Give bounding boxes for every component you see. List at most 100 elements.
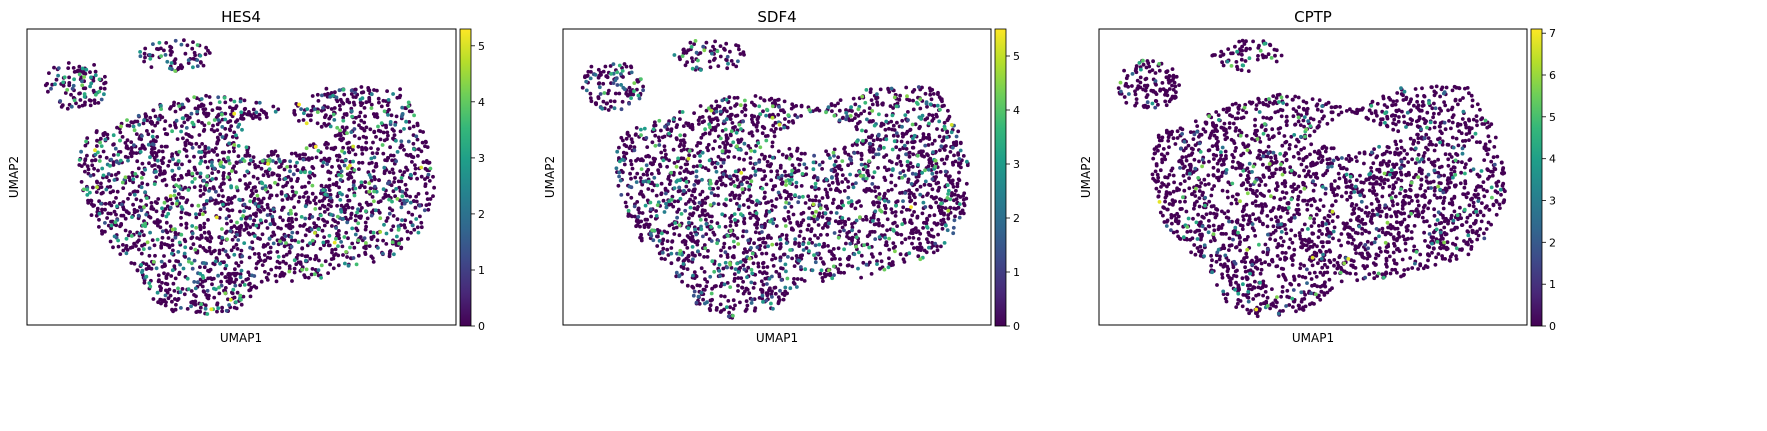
scatter-point — [190, 203, 194, 208]
scatter-point — [100, 207, 104, 212]
scatter-point — [606, 108, 611, 112]
scatter-point — [421, 160, 426, 165]
scatter-point — [609, 104, 613, 109]
scatter-point — [407, 126, 412, 131]
scatter-point — [220, 235, 225, 240]
scatter-point — [584, 88, 589, 93]
panel-title: SDF4 — [757, 8, 796, 26]
scatter-point — [926, 153, 930, 158]
scatter-point — [97, 225, 101, 229]
scatter-point — [935, 244, 939, 249]
scatter-point — [111, 163, 116, 167]
scatter-point — [165, 230, 170, 235]
scatter-point — [741, 190, 745, 195]
scatter-point — [308, 118, 313, 123]
scatter-point — [229, 248, 234, 253]
scatter-point — [364, 209, 368, 214]
scatter-point — [213, 259, 218, 264]
scatter-point — [282, 159, 287, 163]
scatter-point — [134, 197, 139, 202]
scatter-point — [715, 179, 719, 184]
scatter-point — [301, 224, 306, 228]
scatter-point — [237, 225, 242, 229]
scatter-point — [235, 271, 240, 276]
scatter-point — [783, 262, 788, 267]
scatter-point — [945, 135, 949, 140]
scatter-point — [212, 295, 217, 300]
scatter-point — [360, 160, 365, 165]
scatter-point — [239, 110, 244, 115]
scatter-point — [353, 186, 358, 191]
scatter-point — [726, 155, 731, 159]
scatter-point — [155, 135, 160, 139]
scatter-point — [416, 154, 420, 158]
scatter-point — [670, 239, 675, 244]
scatter-point — [219, 279, 224, 284]
scatter-point — [229, 124, 234, 128]
scatter-point — [772, 130, 777, 134]
scatter-point — [341, 145, 345, 150]
scatter-point — [135, 159, 140, 164]
scatter-point — [876, 204, 881, 209]
scatter-point — [185, 43, 190, 48]
scatter-point — [180, 287, 185, 291]
scatter-point — [337, 185, 341, 190]
scatter-point — [275, 193, 279, 198]
scatter-point — [263, 184, 268, 189]
scatter-point — [239, 297, 243, 302]
scatter-point — [254, 266, 259, 271]
scatter-point — [403, 191, 408, 196]
scatter-point — [781, 297, 786, 302]
scatter-point — [910, 140, 914, 145]
scatter-point — [419, 165, 424, 170]
scatter-point — [733, 267, 738, 271]
scatter-point — [358, 202, 362, 207]
scatter-point — [385, 130, 390, 135]
scatter-point — [927, 182, 931, 187]
scatter-point — [173, 230, 178, 235]
scatter-point — [357, 123, 361, 128]
scatter-point — [103, 229, 107, 234]
scatter-point — [63, 91, 68, 95]
scatter-point — [692, 154, 697, 159]
scatter-point — [268, 193, 273, 198]
scatter-point — [202, 123, 207, 128]
scatter-point — [399, 237, 404, 242]
scatter-point — [628, 144, 633, 149]
scatter-point — [269, 152, 274, 157]
scatter-point — [405, 168, 410, 172]
scatter-point — [183, 239, 188, 244]
scatter-point — [162, 48, 166, 53]
scatter-point — [706, 142, 711, 147]
scatter-point — [224, 133, 229, 138]
scatter-point — [347, 149, 351, 154]
scatter-point — [131, 124, 136, 129]
scatter-point — [744, 299, 749, 303]
scatter-point — [232, 280, 237, 285]
scatter-point — [182, 147, 187, 152]
scatter-point — [263, 270, 267, 274]
scatter-point — [629, 70, 634, 75]
scatter-point — [414, 134, 419, 139]
scatter-point — [744, 151, 749, 156]
scatter-point — [635, 200, 640, 204]
scatter-point — [231, 245, 236, 250]
scatter-point — [731, 306, 736, 311]
scatter-point — [876, 185, 881, 190]
scatter-point — [224, 216, 229, 221]
scatter-point — [201, 289, 206, 294]
scatter-point — [878, 87, 883, 92]
scatter-point — [220, 135, 225, 139]
scatter-point — [681, 156, 686, 161]
scatter-point — [883, 191, 887, 196]
scatter-point — [182, 38, 186, 43]
scatter-point — [392, 133, 397, 138]
scatter-point — [714, 109, 719, 114]
scatter-point — [402, 198, 406, 203]
scatter-point — [741, 279, 745, 284]
scatter-point — [247, 255, 252, 260]
scatter-point — [312, 221, 316, 226]
scatter-point — [194, 225, 199, 230]
scatter-point — [925, 237, 929, 242]
scatter-point — [223, 111, 228, 116]
